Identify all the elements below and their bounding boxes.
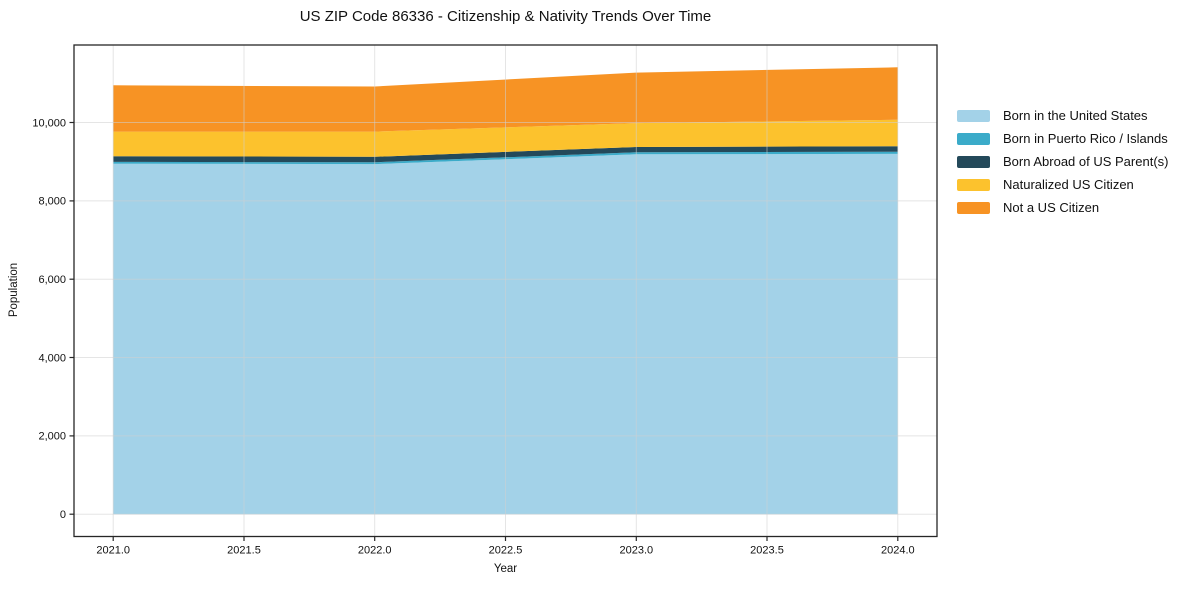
x-tick-label: 2021.0 <box>96 545 130 557</box>
x-tick-label: 2023.5 <box>750 545 784 557</box>
y-tick-label: 10,000 <box>32 117 66 129</box>
legend-swatch <box>957 178 990 191</box>
legend-item: Born in Puerto Rico / Islands <box>957 127 1168 150</box>
y-axis-label: Population <box>8 262 20 318</box>
chart-title: US ZIP Code 86336 - Citizenship & Nativi… <box>299 8 712 25</box>
x-tick-label: 2024.0 <box>881 545 915 557</box>
legend-label: Born in Puerto Rico / Islands <box>1003 131 1168 146</box>
y-tick-label: 4,000 <box>38 352 66 364</box>
legend-swatch <box>957 109 990 122</box>
x-tick-label: 2023.0 <box>619 545 653 557</box>
y-tick-label: 6,000 <box>38 274 66 286</box>
legend-label: Not a US Citizen <box>1003 200 1100 215</box>
x-axis-label: Year <box>493 563 518 575</box>
legend-label: Born Abroad of US Parent(s) <box>1003 154 1169 169</box>
legend-swatch <box>957 155 990 168</box>
legend-item: Born Abroad of US Parent(s) <box>957 150 1168 173</box>
x-tick-label: 2021.5 <box>227 545 261 557</box>
y-tick-label: 8,000 <box>38 196 66 208</box>
y-tick-label: 0 <box>60 509 66 521</box>
legend-label: Naturalized US Citizen <box>1003 177 1134 192</box>
legend-item: Not a US Citizen <box>957 196 1168 219</box>
legend-label: Born in the United States <box>1003 108 1148 123</box>
legend-item: Born in the United States <box>957 104 1168 127</box>
legend-swatch <box>957 132 990 145</box>
y-tick-label: 2,000 <box>38 431 66 443</box>
legend-swatch <box>957 201 990 214</box>
legend-item: Naturalized US Citizen <box>957 173 1168 196</box>
x-tick-label: 2022.0 <box>358 545 392 557</box>
x-tick-label: 2022.5 <box>489 545 523 557</box>
legend: Born in the United States Born in Puerto … <box>957 104 1168 219</box>
